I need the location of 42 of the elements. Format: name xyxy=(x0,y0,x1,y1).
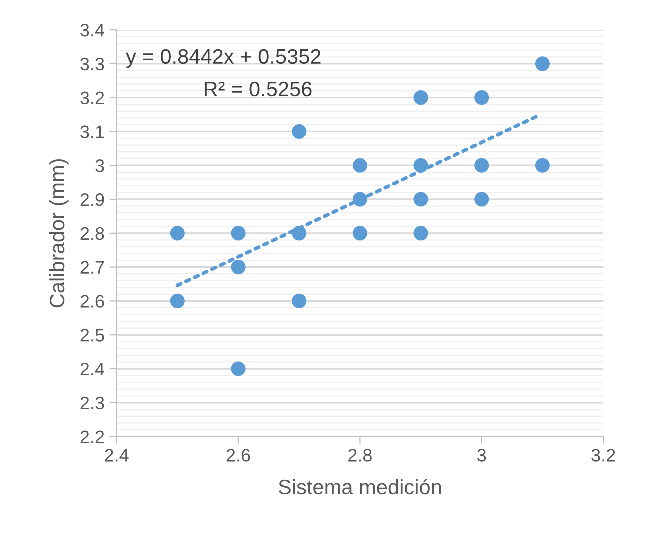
y-tick-label: 2.9 xyxy=(80,193,104,206)
point xyxy=(414,90,428,106)
annotation: y = 0.8442x + 0.5352 xyxy=(126,49,321,68)
x-tick-label: 3 xyxy=(478,449,486,462)
point xyxy=(292,294,307,308)
y-tick-label: 2.5 xyxy=(80,329,104,342)
y-tick-label: 2.3 xyxy=(80,396,104,410)
y-tick-label: 3.1 xyxy=(80,126,104,138)
y-tick-label: 3 xyxy=(96,160,104,172)
point xyxy=(352,192,368,207)
y-tick-label: 2.8 xyxy=(80,227,104,240)
point xyxy=(231,260,246,275)
point xyxy=(474,90,490,106)
point xyxy=(414,192,428,207)
x-axis-title: Sistema medición xyxy=(278,479,442,495)
point xyxy=(292,226,307,241)
point xyxy=(414,226,428,241)
point xyxy=(231,226,246,241)
point xyxy=(170,294,185,308)
y-tick-label: 2.7 xyxy=(80,261,104,274)
annotation: R² = 0.5256 xyxy=(204,82,312,97)
point xyxy=(231,362,246,376)
point xyxy=(474,158,490,173)
point xyxy=(292,124,307,140)
x-tick-label: 2.8 xyxy=(348,449,372,462)
x-tick-label: 3.2 xyxy=(592,449,616,462)
y-axis-title: Calibrador (mm) xyxy=(49,159,69,308)
point xyxy=(535,158,550,173)
point xyxy=(474,192,490,207)
point xyxy=(170,226,185,241)
y-tick-label: 2.4 xyxy=(80,362,104,376)
y-tick-label: 3.3 xyxy=(80,58,104,71)
point xyxy=(352,158,368,173)
x-tick-label: 2.4 xyxy=(105,449,129,462)
point xyxy=(352,226,368,241)
x-tick-label: 2.6 xyxy=(226,449,250,462)
y-tick-label: 2.2 xyxy=(80,430,104,444)
point xyxy=(414,158,428,173)
y-tick-label: 2.6 xyxy=(80,295,104,308)
point xyxy=(535,56,550,72)
y-tick-label: 3.4 xyxy=(80,24,104,37)
y-tick-label: 3.2 xyxy=(80,92,104,105)
